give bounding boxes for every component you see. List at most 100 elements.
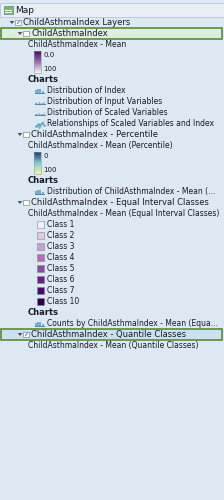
Bar xyxy=(34,54,41,55)
Bar xyxy=(37,254,44,261)
Text: ✓: ✓ xyxy=(15,20,21,25)
Text: ChildAsthmaIndex - Percentile: ChildAsthmaIndex - Percentile xyxy=(31,130,158,139)
Bar xyxy=(39,90,41,94)
Polygon shape xyxy=(17,201,22,204)
Bar xyxy=(34,65,41,66)
Bar xyxy=(34,172,41,173)
Bar xyxy=(34,56,41,58)
Bar xyxy=(37,112,38,116)
Bar xyxy=(34,172,41,174)
Bar xyxy=(1,328,222,340)
Text: Charts: Charts xyxy=(28,75,59,84)
Text: Distribution of Index: Distribution of Index xyxy=(47,86,125,95)
Bar xyxy=(34,56,41,57)
Bar xyxy=(34,170,41,171)
Text: Distribution of Scaled Variables: Distribution of Scaled Variables xyxy=(47,108,168,117)
Bar xyxy=(35,90,37,94)
Polygon shape xyxy=(17,333,22,336)
Bar xyxy=(34,155,41,156)
Bar xyxy=(34,72,41,73)
Bar xyxy=(34,166,41,167)
Bar xyxy=(23,31,29,36)
Bar xyxy=(34,70,41,71)
Bar xyxy=(34,157,41,158)
Bar xyxy=(34,61,41,62)
Bar xyxy=(34,152,41,153)
Bar xyxy=(37,287,44,294)
Bar xyxy=(34,66,41,67)
Text: Class 6: Class 6 xyxy=(47,275,75,284)
Bar xyxy=(34,160,41,161)
Bar xyxy=(23,200,29,205)
Text: 100: 100 xyxy=(43,167,56,173)
Bar xyxy=(42,90,44,94)
Bar xyxy=(42,192,44,194)
Bar xyxy=(37,276,44,283)
Bar xyxy=(34,51,41,73)
Bar xyxy=(34,161,41,162)
Bar xyxy=(34,153,41,154)
Bar xyxy=(40,114,42,116)
Text: Class 2: Class 2 xyxy=(47,231,74,240)
Text: ChildAsthmaIndex - Quantile Classes: ChildAsthmaIndex - Quantile Classes xyxy=(31,330,186,339)
Text: ChildAsthmaIndex - Mean: ChildAsthmaIndex - Mean xyxy=(28,40,126,49)
Bar xyxy=(4,6,13,14)
Bar xyxy=(23,332,29,337)
Text: Distribution of ChildAsthmaIndex - Mean (...: Distribution of ChildAsthmaIndex - Mean … xyxy=(47,187,215,196)
Text: Charts: Charts xyxy=(28,308,59,317)
Text: Class 1: Class 1 xyxy=(47,220,74,229)
Bar xyxy=(5,12,12,13)
Bar xyxy=(34,162,41,164)
Bar xyxy=(34,50,41,51)
Bar xyxy=(34,55,41,56)
Bar xyxy=(44,112,45,116)
Bar xyxy=(37,243,44,250)
Text: Relationships of Scaled Variables and Index: Relationships of Scaled Variables and In… xyxy=(47,119,214,128)
Bar xyxy=(34,63,41,64)
Bar xyxy=(34,156,41,158)
Bar xyxy=(34,169,41,170)
Bar xyxy=(34,59,41,60)
Bar xyxy=(40,102,42,104)
Bar xyxy=(34,64,41,66)
Bar xyxy=(34,165,41,166)
Text: 0.0: 0.0 xyxy=(43,52,54,58)
Text: Counts by ChildAsthmaIndex - Mean (Equa...: Counts by ChildAsthmaIndex - Mean (Equa.… xyxy=(47,319,218,328)
Bar xyxy=(37,232,44,239)
Text: ChildAsthmaIndex - Mean (Equal Interval Classes): ChildAsthmaIndex - Mean (Equal Interval … xyxy=(28,209,219,218)
Bar xyxy=(35,323,37,326)
Bar xyxy=(37,102,38,104)
Bar xyxy=(37,322,39,326)
Text: Charts: Charts xyxy=(28,176,59,185)
Bar xyxy=(34,52,41,53)
Text: ChildAsthmaIndex - Mean (Percentile): ChildAsthmaIndex - Mean (Percentile) xyxy=(28,141,173,150)
Bar xyxy=(34,154,41,156)
Bar xyxy=(34,62,41,63)
Bar xyxy=(37,221,44,228)
Bar xyxy=(34,60,41,62)
Bar xyxy=(35,191,37,194)
Bar xyxy=(34,156,41,157)
Bar xyxy=(0,3,224,17)
Bar xyxy=(34,71,41,72)
Bar xyxy=(37,88,39,94)
Bar xyxy=(34,159,41,160)
Text: ChildAsthmaIndex: ChildAsthmaIndex xyxy=(31,29,108,38)
Text: Class 4: Class 4 xyxy=(47,253,75,262)
Bar xyxy=(42,324,44,326)
Bar xyxy=(5,10,12,11)
Bar xyxy=(15,20,21,25)
Bar xyxy=(35,114,37,116)
Text: Class 5: Class 5 xyxy=(47,264,75,273)
Text: 0: 0 xyxy=(43,153,47,159)
Text: Class 10: Class 10 xyxy=(47,297,79,306)
Text: Distribution of Input Variables: Distribution of Input Variables xyxy=(47,97,162,106)
Bar xyxy=(34,168,41,169)
Text: Map: Map xyxy=(15,6,34,15)
Bar xyxy=(34,69,41,70)
Bar xyxy=(34,54,41,56)
Bar xyxy=(34,154,41,155)
Bar xyxy=(39,113,40,116)
Bar xyxy=(37,190,39,194)
Text: ChildAsthmaIndex Layers: ChildAsthmaIndex Layers xyxy=(23,18,130,27)
